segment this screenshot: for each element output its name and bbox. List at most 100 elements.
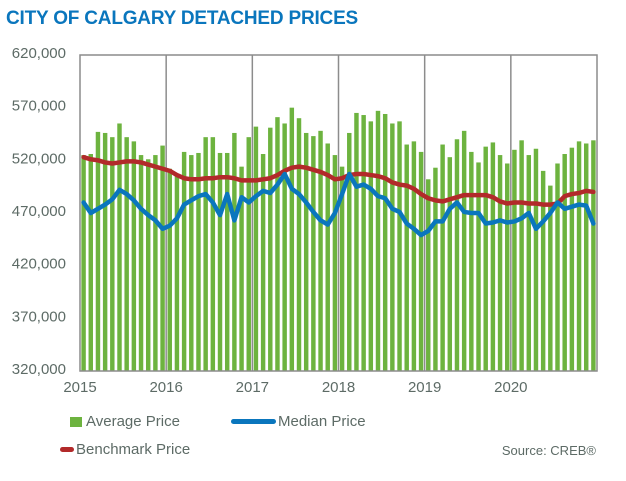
bar-average-price <box>569 147 575 371</box>
bar-average-price <box>224 152 230 371</box>
bar-average-price <box>145 159 151 371</box>
bar-average-price <box>397 121 402 371</box>
bar-average-price <box>81 155 86 371</box>
legend-benchmark: Benchmark Price <box>60 441 190 458</box>
bar-average-price <box>454 139 460 371</box>
legend-label-average: Average Price <box>86 413 180 430</box>
bar-average-price <box>375 110 381 371</box>
bar-average-price <box>562 154 567 371</box>
plot-frame <box>79 54 598 372</box>
bar-average-price <box>354 112 359 372</box>
bar-average-price <box>232 132 237 371</box>
bar-average-price <box>382 113 388 372</box>
legend-median: Median Price <box>231 413 366 430</box>
bar-average-price <box>526 155 532 371</box>
bar-average-price <box>497 155 503 371</box>
bar-average-price <box>95 131 101 371</box>
bar-average-price <box>476 162 481 371</box>
line-median-price <box>81 171 596 238</box>
bar-average-price <box>289 107 295 372</box>
year-dividers <box>165 55 512 371</box>
line-benchmark-price <box>81 154 596 207</box>
line-series <box>81 154 596 238</box>
legend-average: Average Price <box>70 413 180 430</box>
bar-average-price <box>390 123 395 371</box>
bar-average-price <box>102 132 108 371</box>
bar-average-price <box>246 137 251 371</box>
y-tick-label: 620,000 <box>12 45 66 62</box>
y-tick-label: 320,000 <box>12 361 66 378</box>
x-tick-label: 2015 <box>63 379 96 396</box>
bar-series-average-price <box>81 107 596 372</box>
bar-average-price <box>268 127 273 372</box>
bar-average-price <box>426 179 431 371</box>
bar-average-price <box>110 137 115 371</box>
bar-average-price <box>433 167 438 371</box>
bar-average-price <box>519 140 524 371</box>
bar-average-price <box>138 155 144 371</box>
bar-average-price <box>131 141 137 371</box>
legend-label-benchmark: Benchmark Price <box>76 441 191 458</box>
bar-average-price <box>189 155 194 371</box>
bar-average-price <box>260 154 266 371</box>
bar-average-price <box>540 170 546 371</box>
bar-average-price <box>196 152 201 371</box>
bar-average-price <box>512 149 517 371</box>
bar-average-price <box>411 141 417 371</box>
bar-average-price <box>253 126 259 371</box>
bar-average-price <box>275 117 280 372</box>
x-axis: 2015 2016 2017 2018 2019 2020 <box>63 379 527 396</box>
x-tick-label: 2016 <box>149 379 182 396</box>
y-tick-label: 370,000 <box>12 308 66 325</box>
bar-average-price <box>447 157 453 371</box>
bar-average-price <box>576 141 582 371</box>
bar-average-price <box>490 142 496 371</box>
bar-average-price <box>332 155 338 371</box>
x-tick-label: 2019 <box>408 379 441 396</box>
bar-average-price <box>217 152 223 371</box>
bar-average-price <box>591 140 596 371</box>
bar-average-price <box>203 137 208 371</box>
y-tick-label: 520,000 <box>12 150 66 167</box>
bar-average-price <box>368 121 374 371</box>
chart-title: CITY OF CALGARY DETACHED PRICES <box>6 8 359 29</box>
legend-swatch-benchmark <box>60 447 74 452</box>
bar-average-price <box>160 145 165 371</box>
legend-label-median: Median Price <box>278 413 366 430</box>
bar-average-price <box>483 146 488 371</box>
bar-average-price <box>469 151 474 371</box>
bar-average-price <box>505 163 510 371</box>
bar-average-price <box>548 185 553 371</box>
bar-average-price <box>418 151 424 371</box>
bar-average-price <box>339 166 345 371</box>
bar-average-price <box>124 137 129 371</box>
y-axis: 620,000 570,000 520,000 470,000 420,000 370,0… <box>12 45 66 378</box>
x-tick-label: 2020 <box>494 379 527 396</box>
bar-average-price <box>181 151 187 371</box>
bar-average-price <box>167 168 172 371</box>
x-tick-label: 2017 <box>236 379 269 396</box>
source-note: Source: CREB® <box>501 443 596 458</box>
bar-average-price <box>117 123 122 371</box>
legend-swatch-median <box>231 419 276 424</box>
bar-average-price <box>282 123 287 371</box>
bar-average-price <box>461 130 467 371</box>
bar-average-price <box>153 155 158 371</box>
bar-average-price <box>174 176 180 371</box>
bar-average-price <box>440 144 445 371</box>
bar-average-price <box>311 136 316 371</box>
y-tick-label: 570,000 <box>12 98 66 115</box>
legend-swatch-average <box>70 416 82 427</box>
bar-average-price <box>584 143 589 371</box>
bar-average-price <box>296 118 302 371</box>
bar-average-price <box>303 132 309 371</box>
bar-average-price <box>533 148 539 371</box>
bar-average-price <box>325 143 330 371</box>
bar-average-price <box>239 166 244 371</box>
y-tick-label: 470,000 <box>12 203 66 220</box>
bar-average-price <box>210 137 216 371</box>
bar-average-price <box>347 132 352 371</box>
bar-average-price <box>404 144 409 371</box>
y-tick-label: 420,000 <box>12 256 66 273</box>
